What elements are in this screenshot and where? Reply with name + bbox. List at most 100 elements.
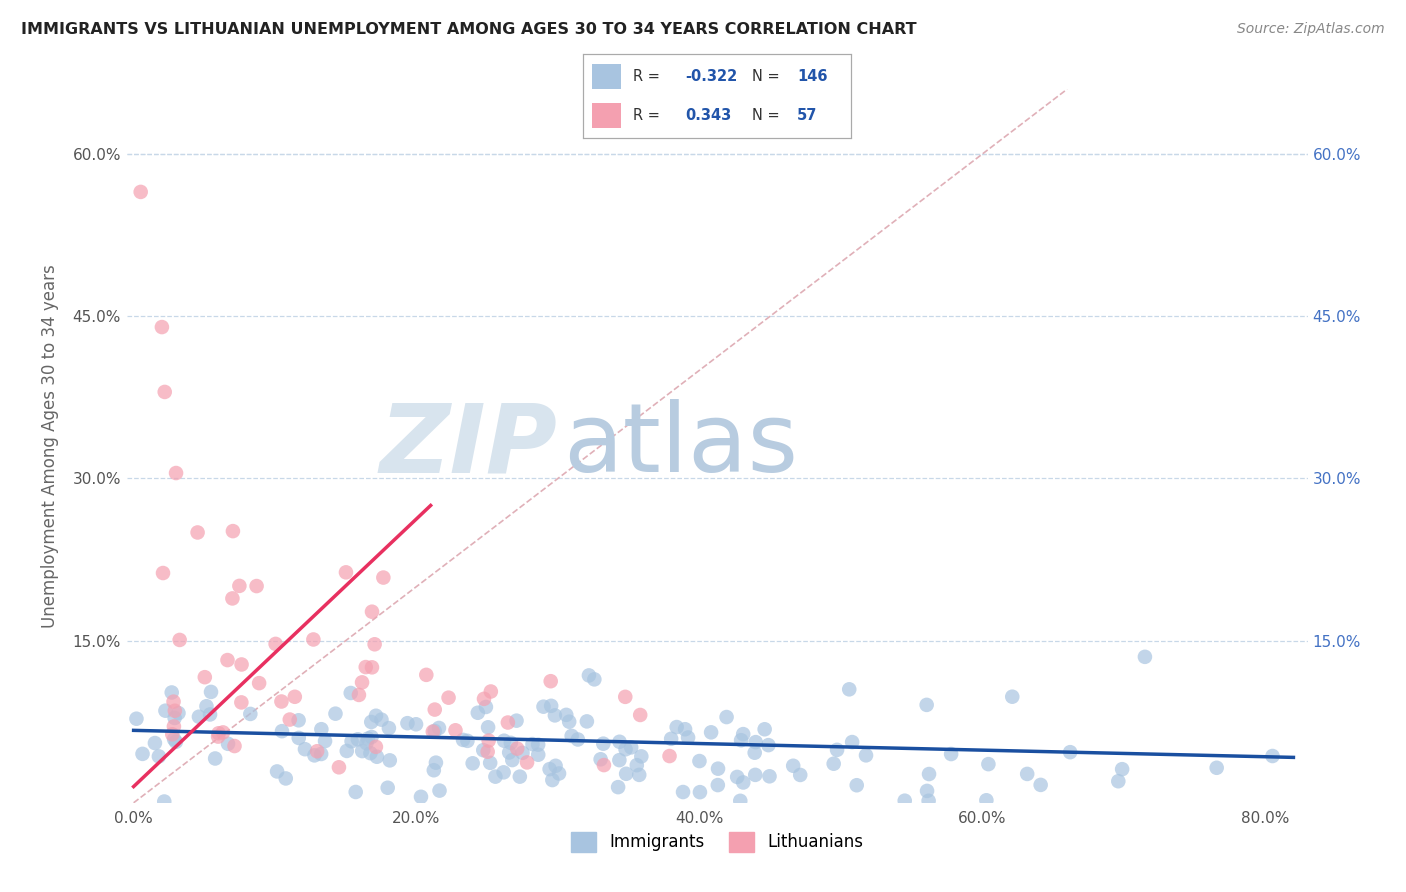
Immigrants [630,749,652,764]
Text: R =: R = [633,108,665,123]
Immigrants [578,668,600,682]
Immigrants [841,735,863,749]
Immigrants [167,706,190,720]
Immigrants [477,720,499,734]
Immigrants [855,748,877,763]
Lithuanians [222,524,245,538]
Lithuanians [231,695,253,709]
Immigrants [195,699,218,714]
Immigrants [758,738,780,752]
Immigrants [609,753,631,767]
Immigrants [744,746,766,760]
Immigrants [628,768,651,782]
Immigrants [427,721,450,735]
Lithuanians [163,719,186,733]
Lithuanians [347,688,370,702]
Immigrants [294,742,316,756]
Immigrants [758,769,780,783]
Immigrants [163,711,186,725]
Immigrants [340,734,363,748]
Immigrants [939,747,962,761]
Lithuanians [270,694,292,708]
Immigrants [155,704,177,718]
Immigrants [356,736,378,750]
Immigrants [977,757,1000,772]
Immigrants [347,732,370,747]
Immigrants [592,737,614,751]
Lithuanians [150,320,173,334]
Immigrants [665,720,688,734]
Immigrants [198,707,221,722]
Lithuanians [165,466,187,480]
Immigrants [544,759,567,773]
Lithuanians [540,674,562,689]
Immigrants [364,708,387,723]
Immigrants [163,732,186,747]
Immigrants [707,762,730,776]
Immigrants [472,743,495,757]
Immigrants [309,747,332,761]
Text: -0.322: -0.322 [685,69,737,84]
FancyBboxPatch shape [592,103,621,128]
Lithuanians [423,702,446,716]
Immigrants [589,752,612,766]
Immigrants [492,765,515,780]
Lithuanians [187,525,209,540]
Immigrants [1205,761,1227,775]
Immigrants [744,768,766,782]
Text: N =: N = [752,108,785,123]
Immigrants [754,723,776,737]
Immigrants [607,780,630,794]
Immigrants [1107,774,1129,789]
Lithuanians [614,690,637,704]
Immigrants [131,747,153,761]
Immigrants [287,714,309,728]
Immigrants [336,744,359,758]
Lithuanians [415,668,437,682]
Lithuanians [593,758,616,772]
Immigrants [304,748,326,763]
Lithuanians [373,570,395,584]
Immigrants [494,733,516,747]
Lithuanians [152,566,174,580]
Immigrants [915,698,938,712]
Lithuanians [284,690,307,704]
Lithuanians [246,579,269,593]
Text: 0.343: 0.343 [685,108,731,123]
Immigrants [730,794,752,808]
Text: atlas: atlas [564,400,799,492]
Immigrants [716,710,738,724]
Immigrants [501,753,523,767]
Lithuanians [194,670,217,684]
Lithuanians [364,739,387,754]
Immigrants [744,735,766,749]
Immigrants [1059,745,1081,759]
Immigrants [274,772,297,786]
Immigrants [456,734,478,748]
Lithuanians [516,756,538,770]
Immigrants [505,714,527,728]
Immigrants [217,737,239,751]
Immigrants [620,740,643,755]
Immigrants [733,727,755,741]
Immigrants [838,682,860,697]
Lithuanians [212,725,235,739]
Immigrants [360,730,382,744]
Immigrants [707,778,730,792]
Lithuanians [224,739,246,753]
Lithuanians [479,684,502,698]
Immigrants [522,737,544,751]
Immigrants [544,708,567,723]
Immigrants [700,725,723,739]
Lithuanians [163,704,186,718]
Immigrants [1261,749,1284,764]
Lithuanians [264,637,287,651]
Lithuanians [129,185,152,199]
Immigrants [1111,762,1133,776]
Lithuanians [361,660,384,674]
Immigrants [538,762,561,776]
Immigrants [509,770,531,784]
Immigrants [405,717,427,731]
Immigrants [575,714,598,729]
Lithuanians [350,675,373,690]
